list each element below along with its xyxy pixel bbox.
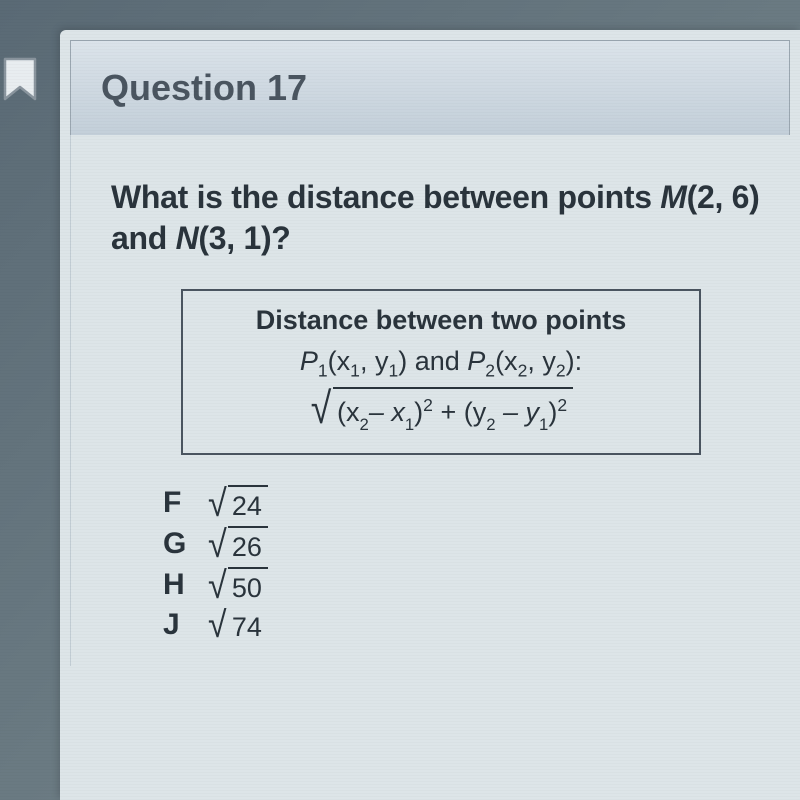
question-title: Question 17 [101,67,307,108]
point-m-label: M [660,179,686,215]
question-body: What is the distance between points M(2,… [70,135,790,666]
sqrt-icon: √ [311,389,332,436]
formula-points-line: P1(x1, y1) and P2(x2, y2): [201,346,681,381]
answer-choices: F √24 G √26 H √50 J √74 [71,485,762,642]
formula-title: Distance between two points [201,305,681,336]
choice-h[interactable]: H √50 [163,567,762,604]
bookmark-tab[interactable] [0,45,45,115]
sqrt-icon: √ [208,608,227,642]
question-text: What is the distance between points M(2,… [71,177,762,259]
choice-letter: J [163,608,191,642]
point-n-label: N [176,220,199,256]
choice-g[interactable]: G √26 [163,526,762,563]
choice-letter: F [163,486,191,520]
choice-j[interactable]: J √74 [163,608,762,642]
bookmark-icon [1,55,39,105]
sqrt-icon: √ [208,528,227,565]
question-page: Question 17 What is the distance between… [60,30,800,800]
choice-letter: G [163,527,191,561]
sqrt-icon: √ [208,487,227,524]
question-header: Question 17 [70,40,790,135]
formula-box: Distance between two points P1(x1, y1) a… [181,289,701,455]
formula-expression: √ (x2– x1)2 + (y2 – y1)2 [201,387,681,434]
choice-letter: H [163,568,191,602]
sqrt-icon: √ [208,569,227,606]
choice-f[interactable]: F √24 [163,485,762,522]
